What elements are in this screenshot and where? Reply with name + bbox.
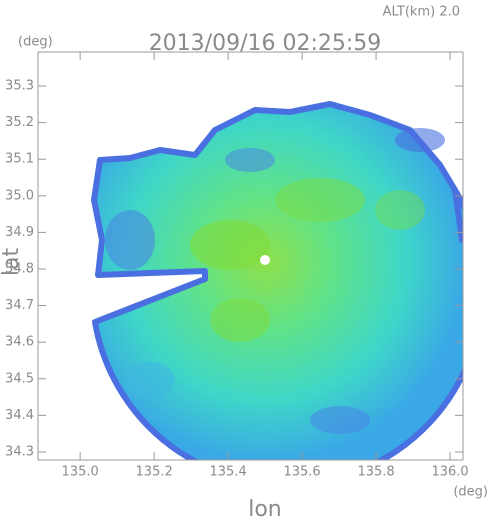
y-tick-label: 34.3 [5, 444, 34, 459]
x-tick-label: 136.0 [431, 465, 468, 480]
y-tick-label: 34.4 [5, 408, 34, 423]
x-tick-label: 135.2 [136, 465, 173, 480]
y-tick-label: 35.3 [5, 79, 34, 94]
x-tick-label: 135.4 [210, 465, 247, 480]
y-tick-label: 34.9 [5, 225, 34, 240]
x-unit: (deg) [453, 485, 488, 500]
y-tick-label: 35.2 [5, 115, 34, 130]
y-tick-label: 34.6 [5, 335, 34, 350]
y-tick-label: 35.0 [5, 188, 34, 203]
x-tick-label: 135.8 [357, 465, 394, 480]
y-tick-label: 35.1 [5, 152, 34, 167]
altitude-label: ALT(km) 2.0 [383, 5, 460, 20]
y-tick-label: 34.8 [5, 261, 34, 276]
plot-frame [37, 51, 464, 461]
y-tick-label: 34.7 [5, 298, 34, 313]
y-tick-label: 34.5 [5, 371, 34, 386]
y-axis-label: lat [0, 248, 24, 277]
y-unit: (deg) [18, 35, 53, 50]
x-tick-label: 135.6 [283, 465, 320, 480]
x-tick-label: 135.0 [62, 465, 99, 480]
x-axis-label: lon [248, 497, 282, 521]
radar-field [91, 101, 463, 460]
